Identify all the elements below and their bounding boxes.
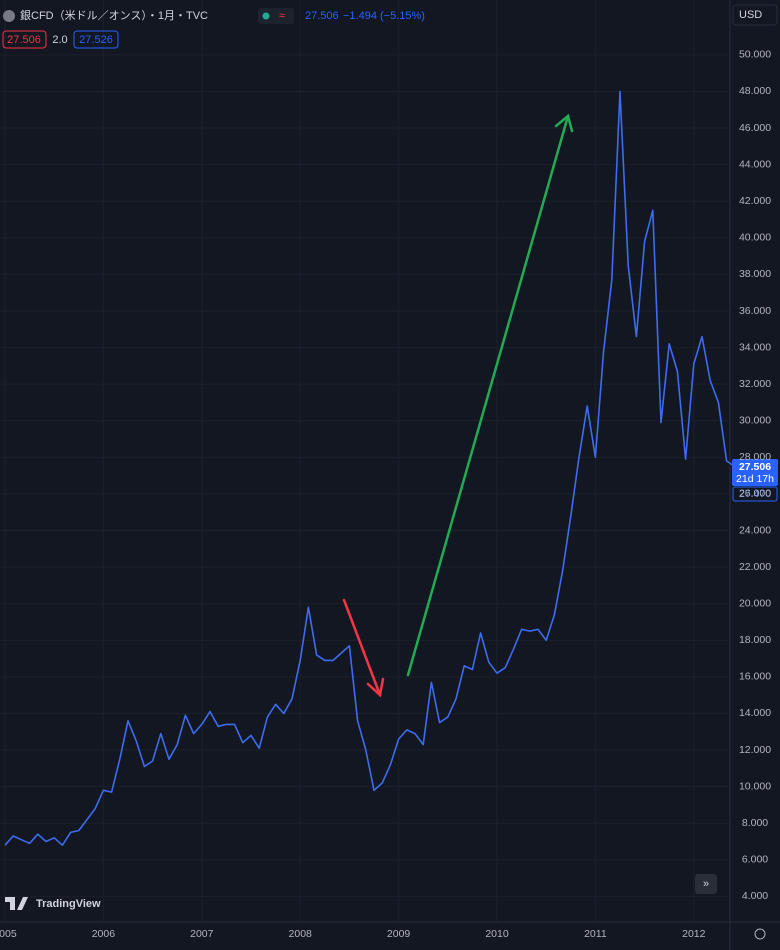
scroll-icon[interactable]: » xyxy=(703,878,709,890)
y-tick-label: 28.000 xyxy=(739,451,771,463)
spread: 2.0 xyxy=(52,34,67,46)
green-arrow xyxy=(406,113,574,677)
sell-box[interactable] xyxy=(2,30,47,49)
x-tick-label: 2005 xyxy=(0,928,17,940)
settings-icon[interactable] xyxy=(754,928,766,940)
x-tick-label: 2006 xyxy=(92,928,116,940)
y-tick-label: 26.000 xyxy=(739,488,771,500)
symbol-icon[interactable] xyxy=(3,10,15,22)
grid xyxy=(0,0,730,922)
x-tick-label: 2011 xyxy=(584,928,607,940)
bid-price[interactable]: 27.506 xyxy=(7,34,41,46)
ask-price[interactable]: 27.526 xyxy=(79,34,113,46)
y-tick-label: 38.000 xyxy=(739,268,771,280)
plot xyxy=(4,90,736,846)
y-tick-label: 36.000 xyxy=(739,305,771,317)
y-tick-label: 16.000 xyxy=(739,671,771,683)
y-tick-label: 30.000 xyxy=(739,415,771,427)
y-tick-label: 14.000 xyxy=(739,707,771,719)
price-line xyxy=(4,90,736,846)
y-tick-label: 46.000 xyxy=(739,122,771,134)
last-price-label: 27.506 xyxy=(739,461,771,473)
currency-button[interactable] xyxy=(732,4,778,26)
price-change: −1.494 (−5.15%) xyxy=(343,10,425,22)
y-tick-label: 34.000 xyxy=(739,341,771,353)
y-tick-label: 12.000 xyxy=(739,744,771,756)
last-price: 27.506 xyxy=(305,10,339,22)
y-tick-label: 44.000 xyxy=(739,158,771,170)
y-tick-label: 50.000 xyxy=(739,49,771,61)
y-tick-label: 42.000 xyxy=(739,195,771,207)
market-status xyxy=(262,12,270,20)
logo[interactable]: TradingView xyxy=(36,898,101,910)
y-tick-label: 4.000 xyxy=(742,890,768,902)
x-tick-label: 2012 xyxy=(682,928,706,940)
x-tick-label: 2007 xyxy=(190,928,214,940)
last-price-tag xyxy=(732,459,778,486)
logo-icon[interactable] xyxy=(5,897,28,910)
y-tick-label: 10.000 xyxy=(739,780,771,792)
delay-icon: ≈ xyxy=(279,10,285,22)
y-tick-label: 6.000 xyxy=(742,854,768,866)
red-arrow xyxy=(342,598,385,698)
symbol-title[interactable]: 銀CFD（米ドル／オンス）・1月・TVC xyxy=(20,8,208,22)
y-tick-label: 24.000 xyxy=(739,524,771,536)
x-tick-label: 2008 xyxy=(289,928,313,940)
low-label: 27.470 xyxy=(739,488,771,500)
y-tick-label: 22.000 xyxy=(739,561,771,573)
buy-box[interactable] xyxy=(73,30,119,49)
y-tick-label: 40.000 xyxy=(739,232,771,244)
scroll-button[interactable] xyxy=(695,874,717,894)
y-tick-label: 20.000 xyxy=(739,597,771,609)
x-tick-label: 2010 xyxy=(485,928,509,940)
currency[interactable]: USD xyxy=(739,9,762,21)
y-tick-label: 48.000 xyxy=(739,85,771,97)
status-badge xyxy=(258,8,294,24)
y-tick-label: 18.000 xyxy=(739,634,771,646)
y-tick-label: 8.000 xyxy=(742,817,768,829)
y-tick-label: 32.000 xyxy=(739,378,771,390)
countdown: 21d 17h xyxy=(736,473,774,485)
x-tick-label: 2009 xyxy=(387,928,411,940)
low-tag xyxy=(732,486,778,502)
